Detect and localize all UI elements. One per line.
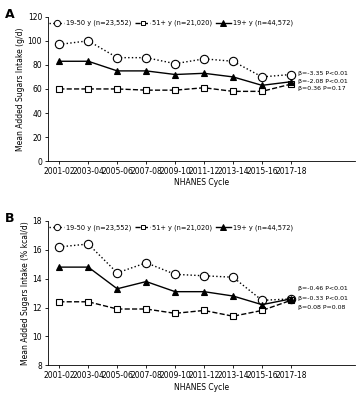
- Legend: 19-50 y (n=23,552), 51+ y (n=21,020), 19+ y (n=44,572): 19-50 y (n=23,552), 51+ y (n=21,020), 19…: [48, 223, 294, 232]
- Y-axis label: Mean Added Sugars Intake (% kcal/d): Mean Added Sugars Intake (% kcal/d): [21, 221, 30, 365]
- Text: β=-0.33 P<0.01: β=-0.33 P<0.01: [298, 296, 348, 301]
- Text: β=-2.08 P<0.01: β=-2.08 P<0.01: [298, 79, 348, 84]
- X-axis label: NHANES Cycle: NHANES Cycle: [174, 178, 229, 188]
- Text: β=0.08 P=0.08: β=0.08 P=0.08: [298, 305, 346, 310]
- Text: A: A: [5, 8, 15, 21]
- X-axis label: NHANES Cycle: NHANES Cycle: [174, 383, 229, 392]
- Text: β=-3.35 P<0.01: β=-3.35 P<0.01: [298, 71, 348, 76]
- Y-axis label: Mean Added Sugars Intake (g/d): Mean Added Sugars Intake (g/d): [16, 27, 25, 151]
- Text: β=-0.46 P<0.01: β=-0.46 P<0.01: [298, 286, 348, 291]
- Text: B: B: [5, 212, 14, 225]
- Text: β=0.36 P=0.17: β=0.36 P=0.17: [298, 86, 346, 92]
- Legend: 19-50 y (n=23,552), 51+ y (n=21,020), 19+ y (n=44,572): 19-50 y (n=23,552), 51+ y (n=21,020), 19…: [48, 19, 294, 28]
